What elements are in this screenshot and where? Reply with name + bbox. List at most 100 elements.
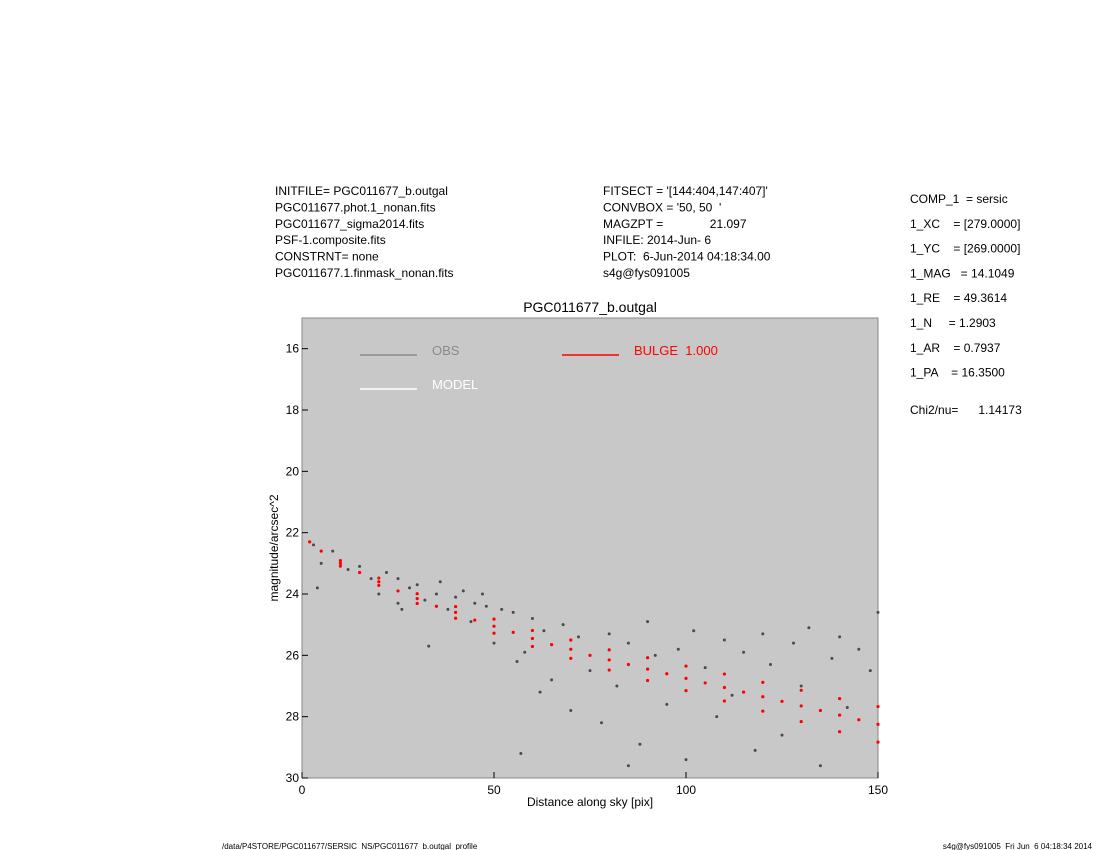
data-point: [607, 648, 611, 652]
data-point: [684, 689, 688, 693]
data-point: [753, 748, 757, 752]
data-point: [511, 630, 515, 634]
x-tick-label: 150: [868, 783, 888, 797]
data-point: [799, 719, 803, 724]
data-point: [530, 617, 534, 621]
data-point: [515, 659, 519, 663]
data-point: [838, 635, 842, 639]
data-point: [338, 564, 342, 568]
data-point: [799, 704, 803, 708]
data-point: [857, 718, 861, 722]
data-point: [384, 571, 388, 575]
data-point: [415, 592, 419, 596]
parameter: 1_MAG = 14.1049: [910, 266, 1015, 280]
data-point: [768, 663, 772, 667]
data-point: [530, 628, 535, 633]
data-point: [626, 662, 631, 667]
data-point: [542, 629, 546, 633]
header-line: PSF-1.composite.fits: [275, 233, 386, 247]
data-point: [761, 632, 765, 636]
data-point: [492, 617, 496, 621]
data-point: [857, 647, 861, 651]
x-tick-label: 50: [487, 783, 501, 797]
parameter: 1_YC = [269.0000]: [910, 242, 1020, 256]
header-line: INITFILE= PGC011677_b.outgal: [275, 184, 448, 198]
data-point: [665, 672, 669, 676]
footer-stamp: s4g@fys091005 Fri Jun 6 04:18:34 2014: [943, 842, 1093, 850]
data-point: [807, 626, 811, 630]
parameter: 1_AR = 0.7937: [910, 341, 1001, 355]
data-point: [780, 733, 784, 737]
header-line: INFILE: 2014-Jun- 6: [603, 233, 711, 247]
data-point: [338, 558, 342, 563]
data-point: [523, 650, 527, 654]
data-point: [312, 543, 316, 547]
data-point: [742, 650, 746, 654]
data-point: [876, 704, 880, 709]
data-point: [676, 647, 680, 651]
data-point: [396, 601, 400, 605]
data-point: [446, 607, 450, 611]
data-point: [415, 597, 419, 601]
data-point: [377, 580, 381, 584]
data-point: [346, 567, 350, 571]
header-line: MAGZPT = 21.097: [603, 217, 747, 231]
data-point: [876, 610, 880, 614]
data-point: [792, 641, 796, 645]
data-point: [377, 592, 381, 596]
data-point: [730, 693, 734, 697]
header-line: PGC011677.1.finmask_nonan.fits: [275, 266, 454, 280]
data-point: [396, 577, 400, 581]
data-point: [600, 721, 604, 725]
data-point: [576, 635, 580, 639]
data-point: [480, 592, 484, 596]
data-point: [715, 715, 719, 719]
header-line: FITSECT = '[144:404,147:407]': [603, 184, 768, 198]
data-point: [454, 610, 458, 615]
data-point: [519, 751, 523, 755]
data-point: [461, 589, 465, 593]
data-point: [511, 610, 515, 614]
header-line: CONSTRNT= none: [275, 250, 379, 264]
data-point: [415, 583, 419, 587]
x-tick-label: 0: [299, 783, 306, 797]
data-point: [653, 653, 657, 657]
data-point: [830, 656, 834, 660]
data-point: [434, 592, 438, 596]
data-point: [722, 672, 727, 676]
data-point: [530, 636, 535, 641]
data-point: [665, 702, 669, 706]
parameter: COMP_1 = sersic: [910, 192, 1008, 206]
data-point: [588, 669, 592, 673]
legend-label: MODEL: [432, 377, 478, 392]
data-point: [761, 695, 765, 699]
data-point: [454, 616, 458, 620]
y-tick-label: 22: [286, 526, 300, 540]
chi-square: Chi2/nu= 1.14173: [910, 403, 1022, 417]
data-point: [358, 564, 362, 568]
data-point: [838, 696, 842, 701]
data-point: [338, 561, 342, 565]
data-point: [427, 644, 431, 648]
data-point: [358, 570, 362, 575]
header-line: PGC011677.phot.1_nonan.fits: [275, 200, 436, 214]
data-point: [646, 667, 650, 671]
data-point: [319, 561, 323, 565]
data-point: [500, 607, 504, 611]
data-point: [550, 643, 554, 647]
data-point: [692, 629, 696, 633]
data-point: [484, 604, 488, 608]
data-point: [331, 549, 335, 553]
legend-label: OBS: [432, 343, 460, 358]
data-point: [818, 708, 823, 713]
y-tick-label: 18: [286, 403, 300, 417]
plot-area: [301, 317, 879, 779]
header-line: CONVBOX = '50, 50 ': [603, 200, 721, 214]
data-point: [469, 620, 473, 624]
data-point: [454, 595, 458, 599]
data-point: [473, 618, 477, 622]
data-point: [569, 656, 573, 661]
y-tick-label: 30: [286, 771, 300, 785]
